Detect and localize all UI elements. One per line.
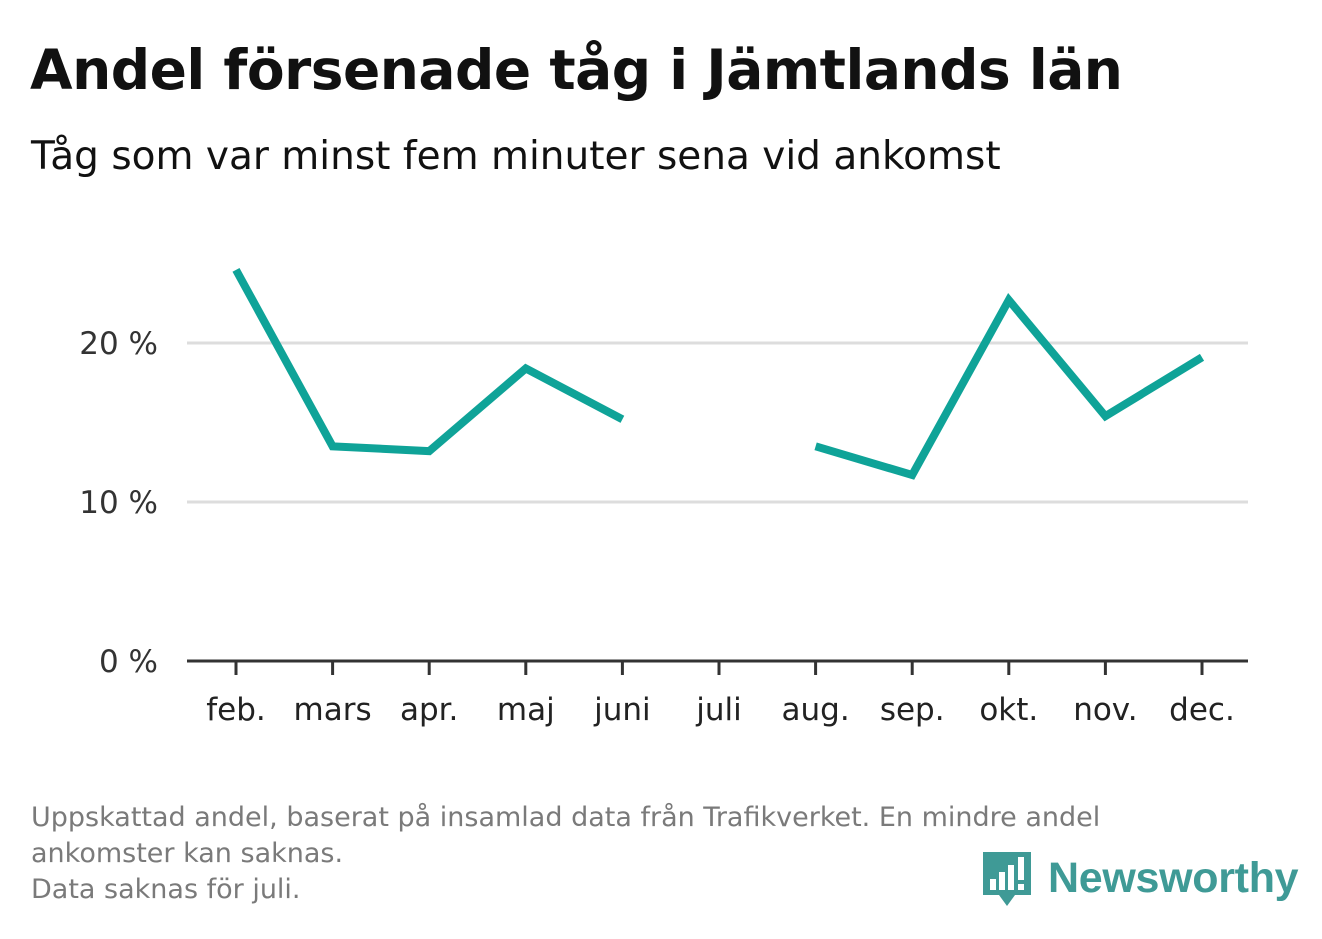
x-tick-label: aug.: [782, 692, 850, 728]
newsworthy-logo-icon: [983, 852, 1031, 906]
chart-subtitle: Tåg som var minst fem minuter sena vid a…: [31, 134, 1001, 179]
footnote: Uppskattad andel, baserat på insamlad da…: [31, 800, 1281, 908]
x-tick-label: feb.: [206, 692, 266, 728]
x-tick-label: okt.: [979, 692, 1038, 728]
series-line-segment-2: [814, 293, 1205, 480]
footnote-line-1: Uppskattad andel, baserat på insamlad da…: [31, 802, 1101, 833]
x-tick-label: nov.: [1073, 692, 1137, 728]
x-tick-label: juli: [695, 692, 742, 728]
newsworthy-logo-text: Newsworthy: [1048, 853, 1299, 902]
x-tick-label: apr.: [400, 692, 458, 728]
series-line: [232, 267, 1205, 480]
footnote-line-2: ankomster kan saknas.: [31, 838, 344, 869]
y-tick-label: 0 %: [99, 644, 158, 680]
y-tick-label: 20 %: [79, 326, 158, 362]
series-line-segment-1: [232, 267, 625, 456]
x-tick-label: mars: [294, 692, 372, 728]
y-tick-label: 10 %: [79, 485, 158, 521]
chart-title: Andel försenade tåg i Jämtlands län: [30, 38, 1123, 102]
x-tick-label: juni: [593, 692, 651, 728]
footnote-line-3: Data saknas för juli.: [31, 874, 301, 905]
x-tick-label: sep.: [880, 692, 945, 728]
grid-lines: [187, 341, 1248, 504]
x-tick-label: dec.: [1169, 692, 1235, 728]
x-tick-label: maj: [497, 692, 555, 728]
newsworthy-logo: Newsworthy: [980, 848, 1299, 908]
x-axis: feb. mars apr. maj juni juli aug. sep. okt. nov. d…: [187, 659, 1248, 728]
y-axis-ticks: 0 % 10 % 20 %: [79, 326, 158, 680]
